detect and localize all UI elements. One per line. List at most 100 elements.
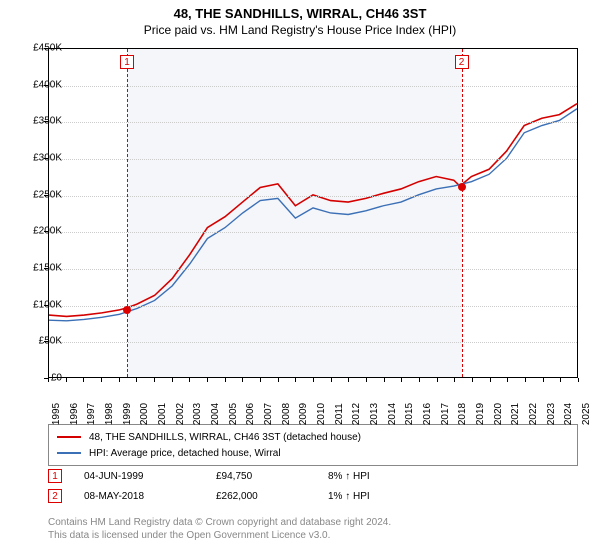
x-axis-label: 2013 [369, 403, 380, 425]
x-axis-label: 2019 [475, 403, 486, 425]
x-tick [560, 378, 561, 382]
x-tick [207, 378, 208, 382]
x-axis-label: 2012 [351, 403, 362, 425]
footer-line2: This data is licensed under the Open Gov… [48, 529, 578, 542]
gridline [49, 86, 577, 87]
footer: Contains HM Land Registry data © Crown c… [48, 516, 578, 542]
y-axis-label: £50K [22, 336, 62, 347]
sales-row: 208-MAY-2018£262,0001% ↑ HPI [48, 486, 578, 506]
x-axis-label: 2021 [510, 403, 521, 425]
x-tick [490, 378, 491, 382]
x-tick [48, 378, 49, 382]
sale-num: 1 [48, 469, 62, 483]
x-tick [401, 378, 402, 382]
y-tick [44, 195, 48, 196]
gridline [49, 269, 577, 270]
sale-dot [458, 183, 466, 191]
y-axis-label: £300K [22, 153, 62, 164]
series-property [49, 104, 577, 317]
sale-dot [123, 306, 131, 314]
x-tick [507, 378, 508, 382]
x-axis-label: 2024 [563, 403, 574, 425]
y-tick [44, 48, 48, 49]
x-axis-label: 2022 [528, 403, 539, 425]
x-axis-label: 2011 [334, 403, 345, 425]
y-tick [44, 158, 48, 159]
x-tick [525, 378, 526, 382]
gridline [49, 196, 577, 197]
y-tick [44, 341, 48, 342]
x-tick [260, 378, 261, 382]
x-tick [454, 378, 455, 382]
x-axis-label: 2016 [422, 403, 433, 425]
x-tick [313, 378, 314, 382]
y-tick [44, 268, 48, 269]
sale-price: £94,750 [216, 471, 306, 482]
legend-swatch [57, 452, 81, 454]
chart-lines [49, 49, 577, 377]
legend-swatch [57, 436, 81, 438]
x-tick [278, 378, 279, 382]
legend-label: HPI: Average price, detached house, Wirr… [89, 448, 281, 459]
x-tick [331, 378, 332, 382]
y-tick [44, 305, 48, 306]
y-tick [44, 121, 48, 122]
x-tick [384, 378, 385, 382]
x-tick [154, 378, 155, 382]
x-axis-label: 2004 [210, 403, 221, 425]
x-axis-label: 2025 [581, 403, 592, 425]
footer-line1: Contains HM Land Registry data © Crown c… [48, 516, 578, 529]
gridline [49, 122, 577, 123]
sale-line [462, 49, 463, 377]
y-tick [44, 85, 48, 86]
sale-date: 04-JUN-1999 [84, 471, 194, 482]
y-axis-label: £350K [22, 116, 62, 127]
x-axis-label: 1999 [122, 403, 133, 425]
legend-row: 48, THE SANDHILLS, WIRRAL, CH46 3ST (det… [57, 429, 569, 445]
x-axis-label: 2006 [245, 403, 256, 425]
x-tick [543, 378, 544, 382]
x-tick [472, 378, 473, 382]
gridline [49, 159, 577, 160]
x-tick [101, 378, 102, 382]
x-tick [66, 378, 67, 382]
legend-row: HPI: Average price, detached house, Wirr… [57, 445, 569, 461]
sale-delta: 8% ↑ HPI [328, 471, 408, 482]
series-hpi [49, 109, 577, 321]
x-tick [242, 378, 243, 382]
x-axis-label: 2020 [493, 403, 504, 425]
x-axis-label: 2002 [175, 403, 186, 425]
x-axis-label: 2009 [298, 403, 309, 425]
x-tick [437, 378, 438, 382]
x-axis-label: 2014 [387, 403, 398, 425]
x-axis-label: 2015 [404, 403, 415, 425]
x-tick [189, 378, 190, 382]
sale-delta: 1% ↑ HPI [328, 491, 408, 502]
y-axis-label: £400K [22, 79, 62, 90]
x-axis-label: 2005 [228, 403, 239, 425]
y-tick [44, 231, 48, 232]
sale-marker: 1 [120, 55, 134, 69]
page-subtitle: Price paid vs. HM Land Registry's House … [0, 23, 600, 37]
sales-table: 104-JUN-1999£94,7508% ↑ HPI208-MAY-2018£… [48, 466, 578, 506]
x-tick [348, 378, 349, 382]
sale-marker: 2 [455, 55, 469, 69]
x-axis-label: 2000 [139, 403, 150, 425]
x-tick [419, 378, 420, 382]
x-tick [119, 378, 120, 382]
chart: 12 [48, 48, 578, 378]
sale-date: 08-MAY-2018 [84, 491, 194, 502]
sale-line [127, 49, 128, 377]
x-axis-label: 2010 [316, 403, 327, 425]
x-axis-label: 2008 [281, 403, 292, 425]
y-axis-label: £200K [22, 226, 62, 237]
x-tick [578, 378, 579, 382]
legend: 48, THE SANDHILLS, WIRRAL, CH46 3ST (det… [48, 424, 578, 466]
y-axis-label: £150K [22, 263, 62, 274]
x-axis-label: 2007 [263, 403, 274, 425]
sale-price: £262,000 [216, 491, 306, 502]
page-title: 48, THE SANDHILLS, WIRRAL, CH46 3ST [0, 6, 600, 21]
x-axis-label: 1995 [51, 403, 62, 425]
gridline [49, 232, 577, 233]
y-axis-label: £250K [22, 189, 62, 200]
